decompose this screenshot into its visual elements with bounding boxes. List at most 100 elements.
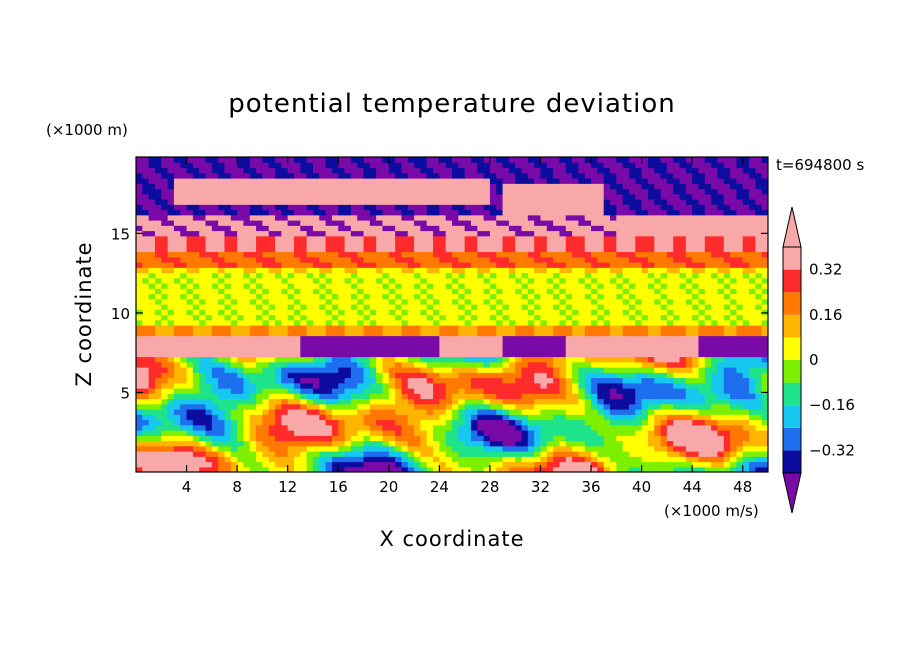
contour-cell bbox=[641, 314, 649, 321]
contour-cell bbox=[369, 414, 377, 421]
contour-cell bbox=[142, 388, 150, 394]
contour-cell bbox=[673, 235, 681, 242]
contour-cell bbox=[211, 220, 219, 226]
contour-cell bbox=[761, 214, 768, 221]
contour-cell bbox=[306, 451, 314, 457]
contour-cell bbox=[357, 325, 365, 331]
contour-cell bbox=[749, 388, 756, 394]
contour-cell bbox=[275, 293, 282, 300]
contour-cell bbox=[730, 256, 737, 263]
contour-cell bbox=[647, 298, 655, 305]
contour-cell bbox=[192, 230, 200, 237]
contour-cell bbox=[515, 309, 523, 316]
contour-cell bbox=[287, 330, 295, 337]
contour-cell bbox=[420, 214, 428, 221]
contour-cell bbox=[395, 445, 403, 452]
contour-cell bbox=[287, 283, 295, 289]
contour-cell bbox=[224, 309, 232, 316]
contour-cell bbox=[717, 288, 725, 295]
contour-cell bbox=[692, 309, 700, 316]
contour-cell bbox=[711, 388, 719, 394]
contour-cell bbox=[755, 241, 763, 247]
contour-cell bbox=[736, 398, 744, 405]
contour-cell bbox=[344, 377, 352, 384]
contour-cell bbox=[420, 414, 428, 421]
contour-cell bbox=[603, 440, 611, 447]
contour-cell bbox=[559, 340, 567, 347]
contour-cell bbox=[433, 325, 440, 331]
contour-cell bbox=[331, 361, 339, 368]
contour-cell bbox=[186, 377, 194, 384]
contour-cell bbox=[287, 325, 295, 331]
contour-cell bbox=[723, 330, 731, 337]
contour-cell bbox=[369, 403, 377, 410]
contour-cell bbox=[142, 262, 150, 268]
contour-cell bbox=[388, 293, 396, 300]
contour-cell bbox=[256, 424, 263, 431]
contour-cell bbox=[610, 451, 617, 457]
contour-cell bbox=[382, 461, 390, 468]
contour-cell bbox=[230, 246, 238, 253]
contour-cell bbox=[717, 209, 725, 216]
contour-cell bbox=[622, 424, 630, 431]
contour-cell bbox=[508, 235, 516, 242]
contour-cell bbox=[205, 388, 213, 394]
contour-cell bbox=[186, 214, 194, 221]
contour-cell bbox=[388, 225, 396, 232]
contour-cell bbox=[673, 283, 681, 289]
contour-cell bbox=[243, 298, 251, 305]
contour-cell bbox=[287, 377, 295, 384]
contour-cell bbox=[256, 335, 263, 342]
contour-cell bbox=[439, 367, 447, 373]
contour-cell bbox=[173, 314, 181, 321]
contour-cell bbox=[287, 445, 295, 452]
contour-cell bbox=[192, 377, 200, 384]
contour-cell bbox=[433, 304, 440, 310]
contour-cell bbox=[616, 319, 624, 326]
contour-cell bbox=[489, 288, 497, 295]
contour-cell bbox=[508, 220, 516, 226]
contour-cell bbox=[142, 346, 150, 352]
contour-cell bbox=[711, 209, 719, 216]
contour-cell bbox=[704, 235, 712, 242]
contour-cell bbox=[559, 466, 567, 472]
contour-cell bbox=[192, 340, 200, 347]
contour-cell bbox=[192, 325, 200, 331]
contour-cell bbox=[256, 293, 263, 300]
contour-cell bbox=[666, 241, 674, 247]
contour-cell bbox=[458, 435, 466, 442]
contour-cell bbox=[508, 430, 516, 436]
contour-cell bbox=[508, 440, 516, 447]
contour-cell bbox=[508, 209, 516, 216]
contour-cell bbox=[395, 346, 403, 352]
contour-cell bbox=[603, 241, 611, 247]
contour-cell bbox=[388, 304, 396, 310]
contour-cell bbox=[173, 241, 181, 247]
contour-cell bbox=[262, 209, 270, 216]
contour-cell bbox=[218, 382, 226, 389]
contour-cell bbox=[483, 382, 491, 389]
contour-cell bbox=[679, 414, 687, 421]
contour-cell bbox=[685, 283, 693, 289]
contour-cell bbox=[584, 409, 592, 415]
contour-cell bbox=[218, 430, 226, 436]
contour-cell bbox=[749, 335, 756, 342]
contour-cell bbox=[496, 309, 504, 316]
contour-cell bbox=[300, 235, 308, 242]
contour-cell bbox=[647, 456, 655, 463]
contour-cell bbox=[331, 398, 339, 405]
contour-cell bbox=[287, 424, 295, 431]
contour-cell bbox=[464, 277, 472, 284]
contour-cell bbox=[578, 277, 586, 284]
contour-cell bbox=[199, 372, 207, 379]
contour-cell bbox=[281, 325, 289, 331]
contour-cell bbox=[300, 335, 308, 342]
contour-cell bbox=[704, 340, 712, 347]
contour-cell bbox=[654, 388, 662, 394]
contour-cell bbox=[243, 230, 251, 237]
contour-cell bbox=[559, 214, 567, 221]
contour-cell bbox=[603, 256, 611, 263]
contour-cell bbox=[527, 388, 535, 394]
contour-cell bbox=[616, 283, 624, 289]
contour-cell bbox=[647, 388, 655, 394]
